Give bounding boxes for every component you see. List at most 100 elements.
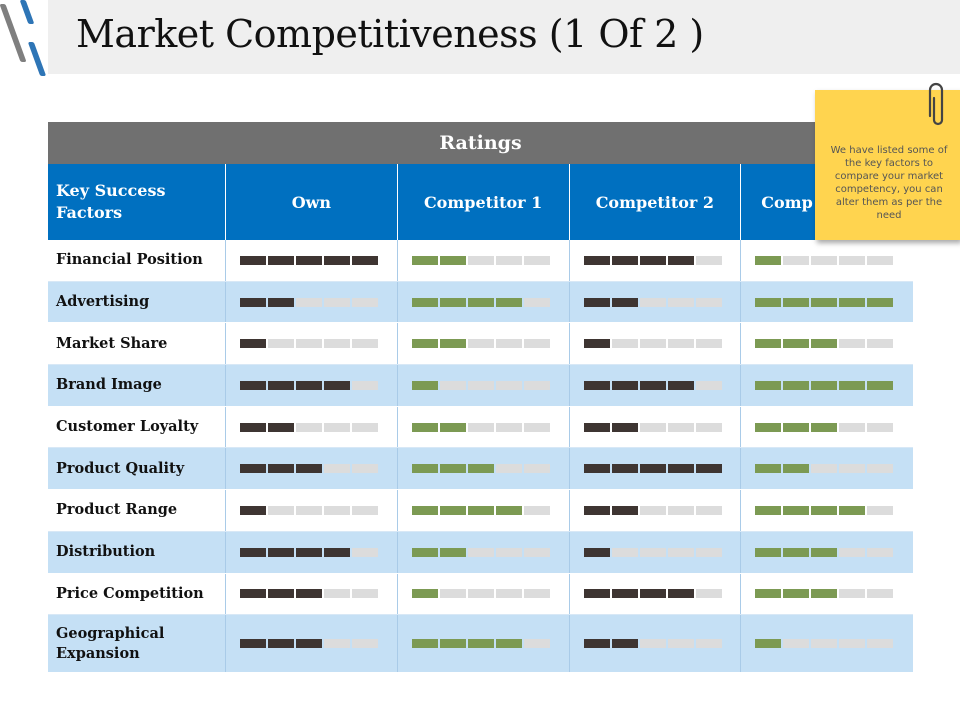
rating-segment xyxy=(268,639,294,649)
rating-segment xyxy=(495,505,522,515)
rating-cell-competitor-2 xyxy=(570,448,742,490)
table-row: Customer Loyalty xyxy=(48,406,913,449)
rating-segment xyxy=(523,422,550,432)
ratings-group-header: Ratings xyxy=(48,122,913,164)
column-header-competitor-2: Competitor 2 xyxy=(570,164,742,240)
rating-segment xyxy=(523,547,550,557)
rating-segment xyxy=(755,255,782,265)
rating-segment xyxy=(439,639,466,649)
rating-cell-competitor-3 xyxy=(741,323,913,364)
title-band xyxy=(48,0,960,74)
rating-segment xyxy=(324,255,350,265)
rating-segment xyxy=(523,639,550,649)
rating-segment xyxy=(296,297,322,307)
rating-segment xyxy=(639,339,666,349)
rating-segment xyxy=(495,547,522,557)
rating-bar xyxy=(755,297,894,307)
rating-bar xyxy=(755,422,894,432)
rating-cell-own xyxy=(226,615,398,673)
rating-segment xyxy=(783,464,810,474)
ratings-table: Ratings Key Success Factors Own Competit… xyxy=(48,122,913,674)
rating-segment xyxy=(583,639,610,649)
rating-bar xyxy=(411,339,550,349)
rating-segment xyxy=(523,339,550,349)
rating-bar xyxy=(583,505,722,515)
rating-bar xyxy=(411,589,550,599)
rating-segment xyxy=(639,639,666,649)
rating-segment xyxy=(755,422,782,432)
rating-segment xyxy=(240,464,266,474)
rating-cell-competitor-2 xyxy=(570,573,742,615)
rating-segment xyxy=(755,297,782,307)
rating-segment xyxy=(755,380,782,390)
rating-segment xyxy=(667,380,694,390)
rating-cell-own xyxy=(226,448,398,490)
rating-segment xyxy=(467,464,494,474)
rating-cell-own xyxy=(226,531,398,573)
rating-segment xyxy=(867,639,894,649)
rating-segment xyxy=(495,255,522,265)
rating-segment xyxy=(583,589,610,599)
slide-title: Market Competitiveness (1 Of 2 ) xyxy=(76,12,704,56)
rating-cell-competitor-2 xyxy=(570,531,742,573)
rating-segment xyxy=(811,380,838,390)
rating-segment xyxy=(783,505,810,515)
rating-segment xyxy=(583,505,610,515)
rating-segment xyxy=(324,505,350,515)
rating-bar xyxy=(240,422,378,432)
rating-segment xyxy=(495,639,522,649)
rating-bar xyxy=(755,547,894,557)
rating-segment xyxy=(783,380,810,390)
rating-segment xyxy=(439,422,466,432)
rating-segment xyxy=(324,380,350,390)
rating-segment xyxy=(240,297,266,307)
rating-segment xyxy=(867,339,894,349)
rating-bar xyxy=(240,464,378,474)
rating-segment xyxy=(324,639,350,649)
rating-segment xyxy=(667,547,694,557)
rating-bar xyxy=(583,339,722,349)
column-header-competitor-1: Competitor 1 xyxy=(398,164,570,240)
decorative-slash xyxy=(19,0,35,24)
rating-bar xyxy=(583,589,722,599)
rating-bar xyxy=(411,505,550,515)
table-row: Market Share xyxy=(48,323,913,366)
rating-segment xyxy=(811,422,838,432)
rating-segment xyxy=(268,547,294,557)
rating-segment xyxy=(811,255,838,265)
sticky-note-text: We have listed some of the key factors t… xyxy=(830,145,948,221)
rating-segment xyxy=(639,380,666,390)
rating-cell-competitor-1 xyxy=(398,281,570,323)
rating-segment xyxy=(495,589,522,599)
rating-segment xyxy=(268,422,294,432)
rating-segment xyxy=(667,505,694,515)
rating-bar xyxy=(755,589,894,599)
rating-segment xyxy=(467,505,494,515)
rating-segment xyxy=(639,297,666,307)
rating-segment xyxy=(783,589,810,599)
rating-cell-competitor-2 xyxy=(570,490,742,531)
rating-cell-own xyxy=(226,573,398,615)
rating-segment xyxy=(352,505,378,515)
rating-segment xyxy=(495,339,522,349)
rating-bar xyxy=(240,297,378,307)
rating-segment xyxy=(324,589,350,599)
rating-segment xyxy=(523,505,550,515)
factor-name: Customer Loyalty xyxy=(48,406,226,448)
rating-segment xyxy=(839,639,866,649)
rating-segment xyxy=(611,639,638,649)
rating-segment xyxy=(240,547,266,557)
rating-segment xyxy=(839,589,866,599)
rating-cell-competitor-1 xyxy=(398,490,570,531)
rating-bar xyxy=(755,464,894,474)
rating-segment xyxy=(811,505,838,515)
rating-segment xyxy=(783,639,810,649)
rating-segment xyxy=(324,422,350,432)
rating-segment xyxy=(523,464,550,474)
rating-segment xyxy=(839,380,866,390)
rating-segment xyxy=(839,505,866,515)
factor-name: Advertising xyxy=(48,281,226,323)
rating-segment xyxy=(240,380,266,390)
rating-segment xyxy=(611,505,638,515)
rating-segment xyxy=(352,547,378,557)
